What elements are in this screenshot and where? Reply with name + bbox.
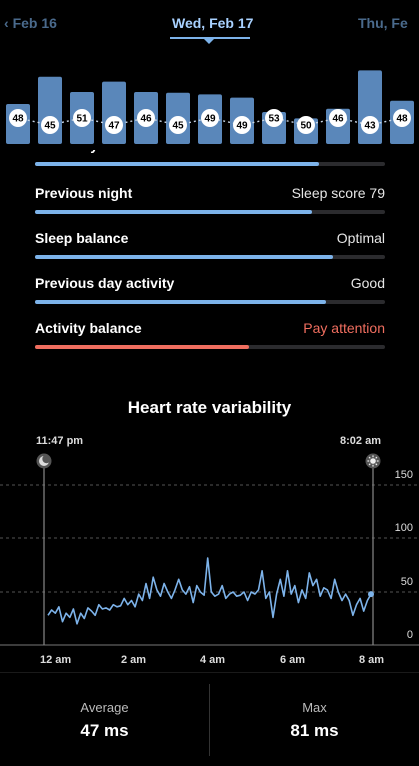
score-value-label: 49 [236,121,248,132]
hrv-end-point [368,591,374,598]
sun-icon [365,453,381,469]
contributor-fill [35,162,319,166]
x-tick-8am: 8 am [359,654,385,666]
score-dot [41,116,59,134]
contributor-label: Previous night [35,185,133,201]
score-dot [361,116,379,134]
score-value-label: 45 [172,121,184,132]
score-bars-chart[interactable]: 48 45 51 47 46 45 49 49 53 50 46 43 48 [0,48,419,148]
score-dot [169,116,187,134]
score-value-label: 48 [396,114,408,125]
contributor-value: Good [351,150,385,153]
score-value-label: 53 [268,114,280,125]
x-tick-2am: 2 am [121,654,147,666]
score-value-label: 49 [204,114,216,125]
score-dot [233,116,251,134]
score-dot [73,109,91,127]
hrv-chart[interactable] [0,450,419,650]
score-dot [137,109,155,127]
contributor-fill [35,300,326,304]
score-value-label: 51 [76,114,88,125]
score-dot [393,109,411,127]
score-value-label: 50 [300,121,312,132]
section-divider [0,672,419,673]
score-dot [265,109,283,127]
average-stat: Average 47 ms [0,700,209,741]
contributor-fill [35,210,312,214]
score-bar[interactable] [102,81,126,144]
score-value-label: 43 [364,121,376,132]
score-value-label: 48 [12,114,24,125]
bedtime-label: 11:47 pm [36,435,84,447]
contributor-value: Pay attention [303,320,385,336]
date-current[interactable]: Wed, Feb 17 [172,15,254,31]
score-value-label: 46 [140,114,152,125]
score-dot [297,116,315,134]
contributor-fill [35,255,333,259]
score-dot [329,109,347,127]
hrv-title: Heart rate variability [127,398,292,417]
average-value: 47 ms [80,721,129,740]
contributor-label: Sleep balance [35,230,129,246]
contributor-track [35,210,385,214]
y-tick-50: 50 [400,576,413,588]
max-value: 81 ms [290,721,339,740]
contributor-track [35,345,385,349]
y-tick-150: 150 [394,469,413,481]
score-dot [201,109,219,127]
y-tick-100: 100 [394,522,413,534]
contributor-track [35,162,385,166]
stats-divider [209,684,210,756]
moon-icon [36,453,52,469]
contributor-label: Recovery index [35,150,139,153]
score-value-label: 46 [332,114,344,125]
max-label: Max [302,700,327,715]
score-dot [9,109,27,127]
contributors-list: Recovery index Good Previous night Sleep sc… [0,150,419,370]
contributor-value: Good [350,275,385,291]
y-tick-0: 0 [406,629,413,641]
score-value-label: 45 [44,121,56,132]
x-tick-6am: 6 am [280,654,306,666]
x-tick-12am: 12 am [40,654,72,666]
max-stat: Max 81 ms [210,700,419,741]
waketime-label: 8:02 am [340,435,381,447]
score-dot [105,116,123,134]
contributor-value: Optimal [336,230,385,246]
contributor-fill [35,345,249,349]
date-next[interactable]: Thu, Fe [358,15,408,31]
date-pointer-icon [203,38,215,44]
contributor-track [35,300,385,304]
contributor-track [35,255,385,259]
hrv-series-line [47,557,372,625]
contributor-value: Sleep score 79 [291,185,385,201]
score-value-label: 47 [108,121,120,132]
average-label: Average [80,700,129,715]
x-tick-4am: 4 am [200,654,226,666]
chevron-left-icon: ‹ [4,15,9,31]
contributor-label: Previous day activity [35,275,175,291]
date-prev[interactable]: ‹ Feb 16 [4,15,57,31]
contributor-label: Activity balance [35,320,142,336]
